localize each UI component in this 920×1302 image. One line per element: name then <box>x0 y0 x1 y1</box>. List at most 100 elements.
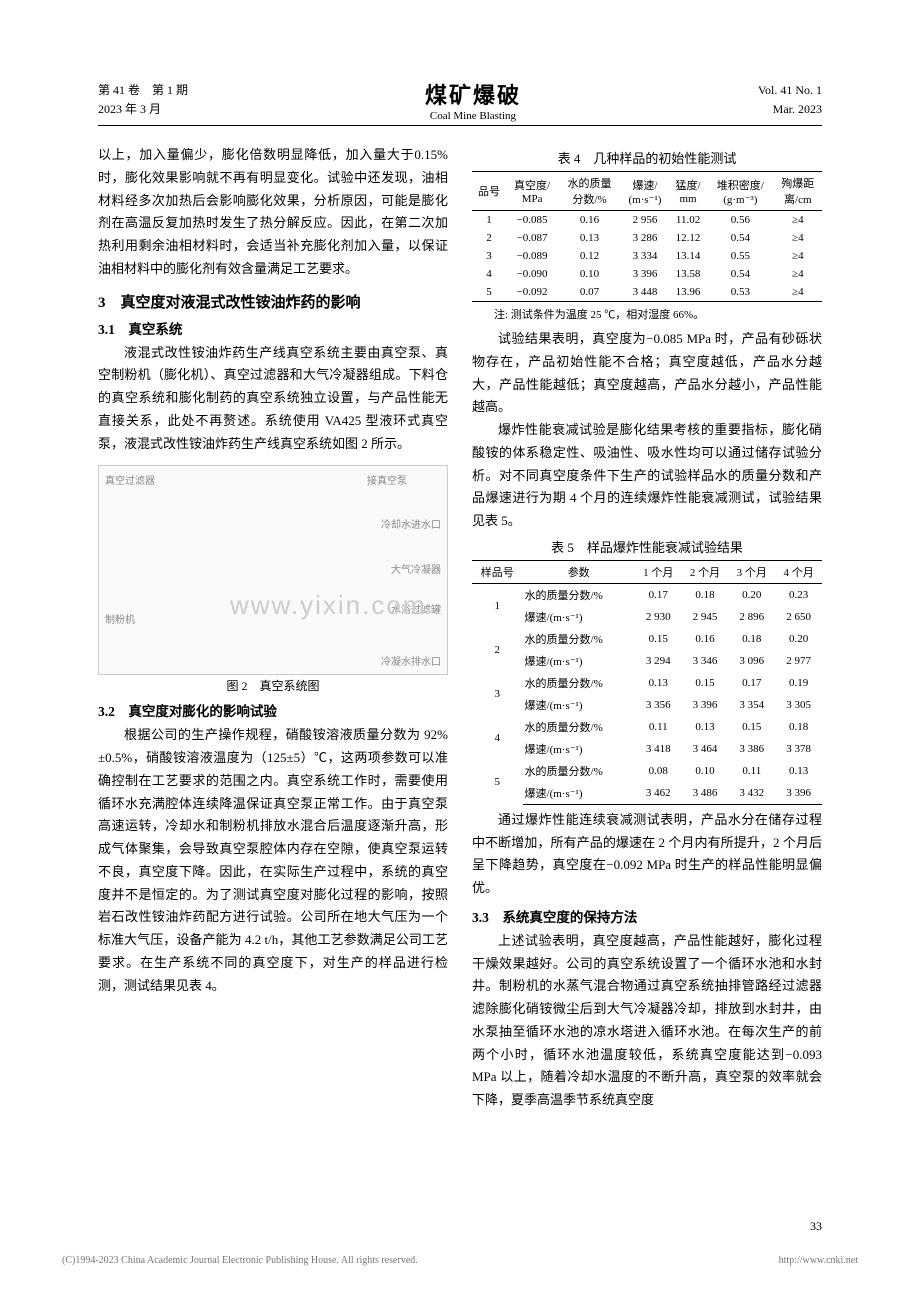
table-cell: 0.17 <box>635 583 682 606</box>
para: 液混式改性铵油炸药生产线真空系统主要由真空泵、真空制粉机（膨化机）、真空过滤器和… <box>98 342 448 456</box>
table-cell: 0.13 <box>682 716 729 738</box>
table-cell: ≥4 <box>774 283 822 302</box>
table-cell: 4 <box>472 265 506 283</box>
section-3-2-heading: 3.2 真空度对膨化的影响试验 <box>98 700 448 720</box>
table-header-cell: 2 个月 <box>682 560 729 583</box>
table-row: 1水的质量分数/%0.170.180.200.23 <box>472 583 822 606</box>
table-cell: 3 346 <box>682 650 729 672</box>
table-cell: 12.12 <box>669 229 707 247</box>
table-cell: 0.54 <box>707 265 774 283</box>
table-header-cell: 3 个月 <box>728 560 775 583</box>
table-cell: 5 <box>472 283 506 302</box>
right-column: 表 4 几种样品的初始性能测试 品号真空度/MPa水的质量分数/%爆速/(m·s… <box>472 144 822 1112</box>
table-cell: −0.090 <box>506 265 558 283</box>
table-cell: 5 <box>472 760 523 805</box>
table-cell: ≥4 <box>774 265 822 283</box>
table-5-caption: 表 5 样品爆炸性能衰减试验结果 <box>472 537 822 556</box>
table-header-cell: 猛度/mm <box>669 172 707 211</box>
table-row: 爆速/(m·s⁻¹)2 9302 9452 8962 650 <box>472 606 822 628</box>
table-cell: 13.14 <box>669 247 707 265</box>
table-cell: 0.16 <box>558 211 621 230</box>
table-cell: 2 945 <box>682 606 729 628</box>
volume-issue: 第 41 卷 第 1 期 <box>98 81 188 100</box>
table-cell: −0.092 <box>506 283 558 302</box>
page-number: 33 <box>810 1219 822 1234</box>
table-cell: 2 930 <box>635 606 682 628</box>
table-cell: 0.15 <box>682 672 729 694</box>
table-cell: 2 977 <box>775 650 822 672</box>
table-cell: 水的质量分数/% <box>523 583 635 606</box>
table-header-cell: 水的质量分数/% <box>558 172 621 211</box>
table-cell: 水的质量分数/% <box>523 760 635 782</box>
table-cell: 3 356 <box>635 694 682 716</box>
table-cell: 2 956 <box>621 211 669 230</box>
table-cell: 0.20 <box>728 583 775 606</box>
table-header-cell: 堆积密度/(g·m⁻³) <box>707 172 774 211</box>
table-row: 2水的质量分数/%0.150.160.180.20 <box>472 628 822 650</box>
table-cell: 4 <box>472 716 523 760</box>
table-cell: 3 462 <box>635 782 682 805</box>
para: 以上，加入量偏少，膨化倍数明显降低，加入量大于0.15%时，膨化效果影响就不再有… <box>98 144 448 281</box>
table-5: 样品号参数1 个月2 个月3 个月4 个月 1水的质量分数/%0.170.180… <box>472 560 822 805</box>
table-cell: 0.53 <box>707 283 774 302</box>
table-cell: 0.12 <box>558 247 621 265</box>
table-cell: 3 354 <box>728 694 775 716</box>
table-header-cell: 4 个月 <box>775 560 822 583</box>
table-cell: ≥4 <box>774 247 822 265</box>
footer: (C)1994-2023 China Academic Journal Elec… <box>62 1255 858 1266</box>
table-cell: 2 <box>472 628 523 672</box>
table-cell: 3 334 <box>621 247 669 265</box>
table-4-caption: 表 4 几种样品的初始性能测试 <box>472 148 822 167</box>
table-row: 4−0.0900.103 39613.580.54≥4 <box>472 265 822 283</box>
table-cell: 3 396 <box>621 265 669 283</box>
table-cell: 0.13 <box>775 760 822 782</box>
table-header-cell: 样品号 <box>472 560 523 583</box>
table-cell: 3 432 <box>728 782 775 805</box>
table-row: 爆速/(m·s⁻¹)3 4183 4643 3863 378 <box>472 738 822 760</box>
fig-label: 冷却水进水口 <box>381 516 441 531</box>
para: 试验结果表明，真空度为−0.085 MPa 时，产品有砂砾状物存在，产品初始性能… <box>472 328 822 419</box>
para: 上述试验表明，真空度越高，产品性能越好，膨化过程干燥效果越好。公司的真空系统设置… <box>472 930 822 1112</box>
table-cell: 0.54 <box>707 229 774 247</box>
table-cell: 0.13 <box>635 672 682 694</box>
table-cell: 水的质量分数/% <box>523 672 635 694</box>
journal-title-en: Coal Mine Blasting <box>425 110 521 122</box>
table-cell: 11.02 <box>669 211 707 230</box>
header-center: 煤矿爆破 Coal Mine Blasting <box>425 78 521 122</box>
footer-url: http://www.cnki.net <box>779 1255 858 1266</box>
table-cell: 3 096 <box>728 650 775 672</box>
vol-no: Vol. 41 No. 1 <box>758 81 822 100</box>
table-cell: 0.16 <box>682 628 729 650</box>
page-header: 第 41 卷 第 1 期 2023 年 3 月 煤矿爆破 Coal Mine B… <box>98 78 822 126</box>
table-cell: 3 386 <box>728 738 775 760</box>
table-cell: 3 464 <box>682 738 729 760</box>
table-header-cell: 爆速/(m·s⁻¹) <box>621 172 669 211</box>
table-cell: 3 294 <box>635 650 682 672</box>
table-cell: 1 <box>472 211 506 230</box>
table-cell: 1 <box>472 583 523 628</box>
table-cell: 水的质量分数/% <box>523 628 635 650</box>
fig-label: 接真空泵 <box>367 472 407 487</box>
section-3-1-heading: 3.1 真空系统 <box>98 318 448 338</box>
table-header-cell: 参数 <box>523 560 635 583</box>
table-row: 3水的质量分数/%0.130.150.170.19 <box>472 672 822 694</box>
table-row: 1−0.0850.162 95611.020.56≥4 <box>472 211 822 230</box>
table-cell: 0.55 <box>707 247 774 265</box>
table-cell: 0.20 <box>775 628 822 650</box>
table-cell: 3 305 <box>775 694 822 716</box>
table-cell: 0.17 <box>728 672 775 694</box>
para: 根据公司的生产操作规程，硝酸铵溶液质量分数为 92%±0.5%，硝酸铵溶液温度为… <box>98 724 448 997</box>
table-header-cell: 1 个月 <box>635 560 682 583</box>
header-right: Vol. 41 No. 1 Mar. 2023 <box>758 81 822 119</box>
table-row: 4水的质量分数/%0.110.130.150.18 <box>472 716 822 738</box>
table-header-cell: 真空度/MPa <box>506 172 558 211</box>
table-cell: 爆速/(m·s⁻¹) <box>523 650 635 672</box>
table-cell: 0.11 <box>635 716 682 738</box>
table-row: 3−0.0890.123 33413.140.55≥4 <box>472 247 822 265</box>
table-cell: 0.13 <box>558 229 621 247</box>
table-cell: 13.58 <box>669 265 707 283</box>
table-cell: 0.19 <box>775 672 822 694</box>
table-cell: ≥4 <box>774 211 822 230</box>
table-cell: 爆速/(m·s⁻¹) <box>523 694 635 716</box>
table-row: 爆速/(m·s⁻¹)3 4623 4863 4323 396 <box>472 782 822 805</box>
